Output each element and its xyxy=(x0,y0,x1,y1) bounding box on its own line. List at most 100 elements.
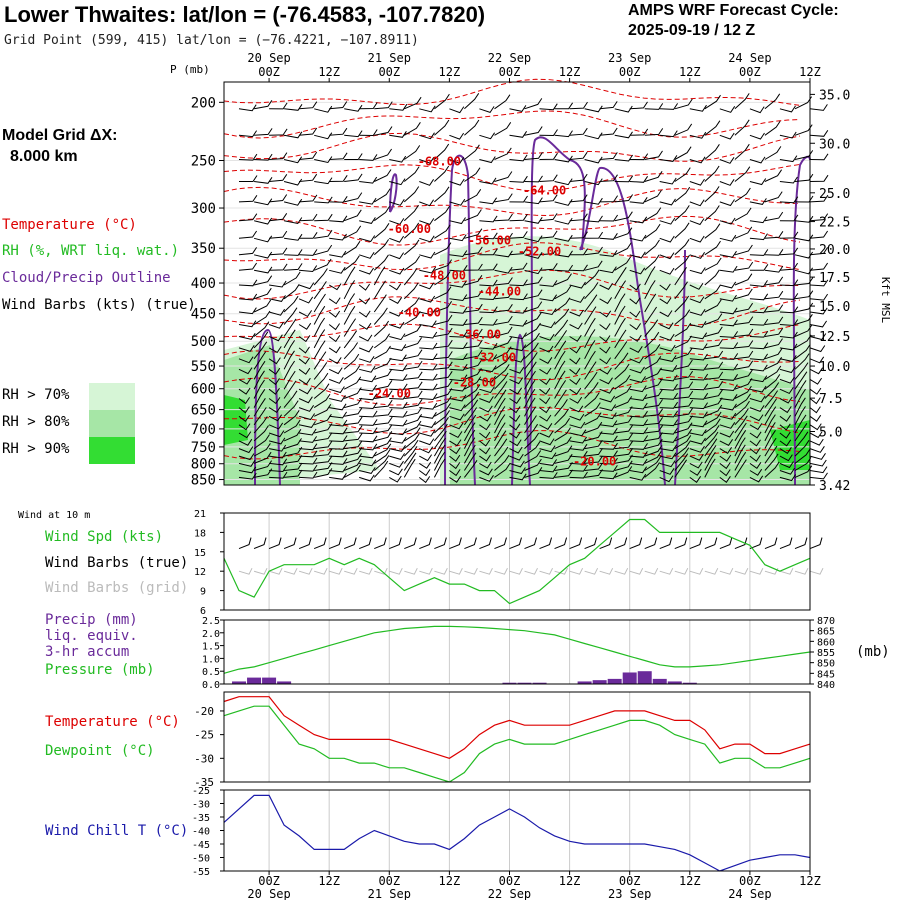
wind-barb xyxy=(734,93,750,110)
wind-barb xyxy=(794,314,813,325)
wind-barb xyxy=(614,415,633,426)
temperature-label-8: -36.00 xyxy=(458,328,501,342)
wind-barb xyxy=(284,104,303,111)
temperature-label: Temperature (°C) xyxy=(45,714,180,730)
wind-barb xyxy=(704,144,720,160)
surface-wind-barb-grid xyxy=(238,567,253,575)
wind-barb xyxy=(719,374,739,381)
wind-barb xyxy=(269,174,288,182)
wind-barb xyxy=(374,443,392,457)
wind-barb xyxy=(734,143,750,160)
wind-barb xyxy=(253,443,271,457)
top-time-label-6: 00Z xyxy=(619,65,641,79)
wind-barb xyxy=(704,458,716,478)
wind-barb xyxy=(554,308,570,325)
wind-barb xyxy=(449,431,463,439)
wind-barb xyxy=(329,386,345,394)
wind-barb xyxy=(313,372,329,390)
wind-barb xyxy=(779,447,792,454)
wind-barb xyxy=(464,359,483,370)
wind-barb xyxy=(253,407,267,426)
rh70-label: RH > 70% xyxy=(2,387,70,403)
surface-wind-barb-true xyxy=(764,537,778,550)
wind-barb xyxy=(719,281,737,289)
precip-ytick-label-3: 1.5 xyxy=(202,642,220,653)
wind-barb xyxy=(569,213,588,222)
wind-barb xyxy=(674,167,691,182)
wind-barb xyxy=(329,233,347,241)
wind-barb xyxy=(404,255,421,271)
precip-bar-4 xyxy=(502,682,517,684)
wind-barb xyxy=(644,356,662,370)
wind-barb xyxy=(509,460,525,468)
surface-wind-barb-true xyxy=(359,537,372,550)
surface-wind-barb-true xyxy=(599,537,613,550)
temperature-label-10: -28.00 xyxy=(453,376,496,390)
wind-barb xyxy=(298,413,316,421)
wind-barb xyxy=(719,179,735,186)
wind-barb xyxy=(253,398,266,417)
wind-barb xyxy=(509,319,528,327)
wind-barb xyxy=(809,356,825,364)
wind-barb xyxy=(554,234,573,242)
wind-barb xyxy=(554,250,573,258)
wind-barb xyxy=(329,215,348,223)
wind-barb xyxy=(509,131,528,138)
wind-barb xyxy=(238,213,258,222)
wind-barb xyxy=(569,436,588,444)
wind-barb xyxy=(689,131,707,139)
wind-barb xyxy=(359,467,376,474)
wind-barb xyxy=(344,192,363,203)
wind-barb xyxy=(629,216,648,224)
wind-barb xyxy=(719,454,732,462)
wind-barb xyxy=(403,204,419,222)
wind-barb xyxy=(374,206,391,222)
wind-barb xyxy=(584,197,603,205)
wind-barb xyxy=(494,250,513,258)
wind-barb xyxy=(719,307,738,315)
wind-barb xyxy=(254,153,273,161)
wind-ytick-label-0: 6 xyxy=(200,606,206,617)
wind-barb xyxy=(539,194,558,203)
wind-barb xyxy=(539,387,551,395)
wind-barb xyxy=(809,397,821,405)
wind-barb xyxy=(539,414,552,422)
cloud-outline-6 xyxy=(389,173,398,213)
precip-ytick-label-0: 0.0 xyxy=(202,680,220,691)
surface-wind-barb-true xyxy=(704,537,718,550)
wind-barb xyxy=(719,250,737,258)
wind-barb xyxy=(674,390,694,399)
precip-ytick-label-4: 2.0 xyxy=(202,629,220,640)
pressure-tick-label-8: 600 xyxy=(191,382,216,398)
wind-barb xyxy=(659,130,678,138)
surface-wind-barb-grid xyxy=(253,567,268,575)
wind-barb xyxy=(614,466,633,478)
wind-barb xyxy=(269,280,287,288)
wind-barb xyxy=(238,423,251,431)
wind-barb xyxy=(614,460,633,471)
wind-barb xyxy=(764,382,780,399)
surface-wind-barb-true xyxy=(494,537,507,550)
wind-barb xyxy=(449,363,468,371)
wind-barb xyxy=(268,321,284,329)
wind-barb xyxy=(238,472,257,480)
wind-barb xyxy=(269,263,288,271)
wind-barb xyxy=(599,310,612,318)
wind-barb xyxy=(689,353,708,361)
wind-barb xyxy=(238,466,257,474)
wind-barb xyxy=(268,308,286,316)
wind-barb xyxy=(509,453,524,461)
wind-barb xyxy=(344,458,362,471)
wind-barb xyxy=(449,157,465,164)
wind-barb xyxy=(509,195,528,203)
surface-wind-barb-grid xyxy=(569,567,584,575)
wind-barb xyxy=(689,392,709,400)
windchill-ytick-label-2: -45 xyxy=(192,840,210,851)
wind-barb xyxy=(584,329,596,349)
wind-barb xyxy=(629,443,648,450)
wind-barb xyxy=(554,418,571,434)
wind-barb xyxy=(359,384,377,392)
wind-barb xyxy=(689,453,704,461)
wind-barb xyxy=(404,337,423,349)
surface-wind-barb-true xyxy=(644,537,658,550)
